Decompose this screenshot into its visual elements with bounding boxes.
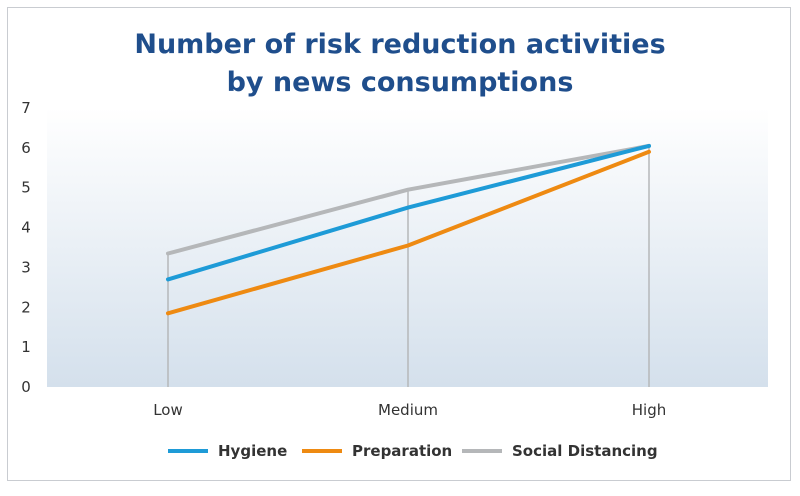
y-tick-label: 0 — [21, 378, 31, 396]
series-line-hygiene — [166, 143, 651, 282]
y-tick-label: 7 — [21, 99, 31, 117]
chart-title: Number of risk reduction activities by n… — [8, 26, 792, 102]
y-axis: 0 1 2 3 4 5 6 7 — [21, 99, 31, 396]
y-tick-label: 4 — [21, 219, 31, 237]
chart-title-line-1: Number of risk reduction activities — [134, 29, 666, 60]
x-tick-label: High — [632, 401, 666, 419]
y-tick-label: 2 — [21, 298, 31, 316]
legend: Hygiene Preparation Social Distancing — [168, 442, 658, 460]
legend-label: Social Distancing — [512, 442, 658, 460]
y-tick-label: 3 — [21, 258, 31, 276]
series-line-social-distancing — [166, 143, 651, 256]
y-tick-label: 6 — [21, 139, 31, 157]
x-tick-label: Low — [153, 401, 183, 419]
legend-item: Social Distancing — [462, 442, 658, 460]
series-lines — [166, 143, 651, 316]
series-line-preparation — [166, 149, 651, 316]
x-axis: Low Medium High — [153, 401, 666, 419]
y-tick-label: 5 — [21, 179, 31, 197]
x-tick-label: Medium — [378, 401, 438, 419]
legend-item: Preparation — [302, 442, 452, 460]
legend-label: Preparation — [352, 442, 452, 460]
y-tick-label: 1 — [21, 338, 31, 356]
chart-title-line-2: by news consumptions — [226, 67, 574, 98]
legend-label: Hygiene — [218, 442, 287, 460]
drop-lines — [167, 145, 650, 387]
legend-item: Hygiene — [168, 442, 287, 460]
